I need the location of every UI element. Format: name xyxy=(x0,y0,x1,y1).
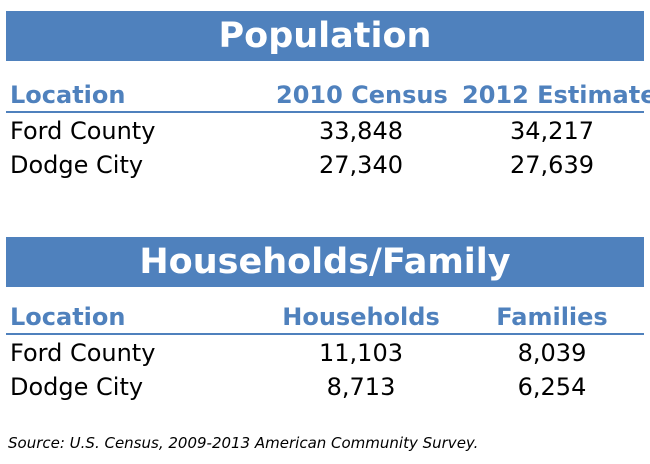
population-banner: Population xyxy=(6,11,644,61)
population-header-row: Location 2010 Census 2012 Estimate xyxy=(6,79,650,113)
households-cell: 8,713 xyxy=(326,373,396,401)
column-header-location: Location xyxy=(10,303,126,331)
households-header-row: Location Households Families xyxy=(6,301,644,335)
column-header-location: Location xyxy=(10,81,126,109)
table-row: Ford County 11,103 8,039 xyxy=(6,335,644,369)
families-cell: 8,039 xyxy=(517,339,587,367)
census-2010-cell: 33,848 xyxy=(319,117,403,145)
table-row: Dodge City 27,340 27,639 xyxy=(6,147,644,181)
location-cell: Dodge City xyxy=(10,373,144,401)
census-2010-cell: 27,340 xyxy=(319,151,403,179)
estimate-2012-cell: 34,217 xyxy=(510,117,594,145)
location-cell: Ford County xyxy=(10,339,156,367)
households-title: Households/Family xyxy=(139,241,511,282)
location-cell: Dodge City xyxy=(10,151,144,179)
column-header-2010-census: 2010 Census xyxy=(276,81,448,109)
column-header-2012-estimate: 2012 Estimate xyxy=(462,81,650,109)
table-row: Dodge City 8,713 6,254 xyxy=(6,369,644,403)
column-header-households: Households xyxy=(282,303,440,331)
population-title: Population xyxy=(218,15,432,56)
households-cell: 11,103 xyxy=(319,339,403,367)
location-cell: Ford County xyxy=(10,117,156,145)
estimate-2012-cell: 27,639 xyxy=(510,151,594,179)
table-row: Ford County 33,848 34,217 xyxy=(6,113,644,147)
population-table: Location 2010 Census 2012 Estimate Ford … xyxy=(6,79,650,181)
families-cell: 6,254 xyxy=(517,373,587,401)
column-header-families: Families xyxy=(496,303,608,331)
households-banner: Households/Family xyxy=(6,237,644,287)
households-table: Location Households Families Ford County… xyxy=(6,301,644,403)
source-note: Source: U.S. Census, 2009-2013 American … xyxy=(8,434,479,452)
